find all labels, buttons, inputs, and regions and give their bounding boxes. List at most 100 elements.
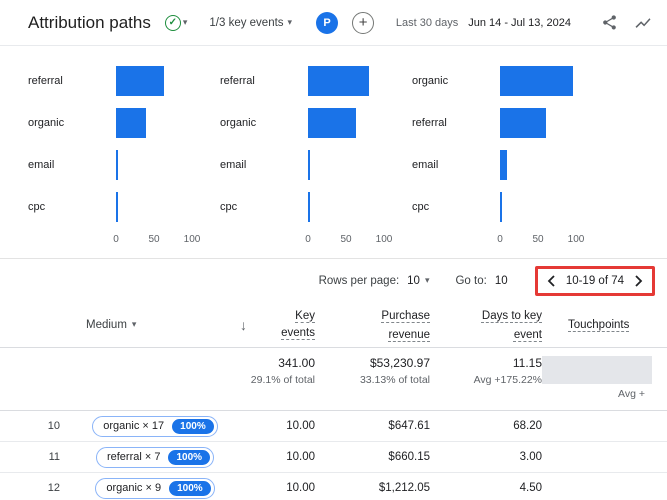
axis-tick: 50 <box>340 234 352 245</box>
chart-row: organic <box>220 102 384 144</box>
chevron-right-icon[interactable] <box>632 274 646 288</box>
chart-row: email <box>28 144 192 186</box>
summary-key-events-sub: 29.1% of total <box>250 374 315 386</box>
chevron-down-icon: ▾ <box>424 275 430 285</box>
sort-descending-icon[interactable]: ↓ <box>240 316 247 333</box>
bar-track <box>116 66 192 96</box>
key-events-value: 10.00 <box>286 420 315 432</box>
x-axis: 0 50 100 <box>497 234 584 248</box>
insights-icon[interactable] <box>633 13 653 33</box>
bar <box>308 150 311 180</box>
path-chip[interactable]: organic × 9 100% <box>95 477 215 499</box>
purchase-revenue-value: $1,212.05 <box>378 482 430 494</box>
date-preset-label: Last 30 days <box>395 16 459 29</box>
chevron-down-icon: ▾ <box>131 319 137 329</box>
summary-touchpoints: Avg + <box>542 356 667 400</box>
category-label: email <box>220 159 247 171</box>
bar-track <box>308 66 384 96</box>
percent-badge: 100% <box>169 480 211 496</box>
category-label: referral <box>412 117 447 129</box>
bar-track <box>500 150 576 180</box>
column-header-key-events[interactable]: Key events <box>281 309 315 339</box>
path-cell: organic × 9 100% <box>70 477 240 499</box>
chevron-down-icon: ▾ <box>182 17 188 27</box>
path-label: organic × 17 <box>103 420 165 432</box>
bar <box>116 150 119 180</box>
medium-column-dropdown[interactable]: Medium ▾ <box>70 319 240 331</box>
chevron-down-icon: ▾ <box>287 17 293 27</box>
share-icon[interactable] <box>599 13 619 33</box>
days-value: 68.20 <box>513 420 542 432</box>
table-row[interactable]: 10 organic × 17 100% 10.00 $647.61 68.20 <box>0 411 667 442</box>
touchpoints-column: Touchpoints <box>542 315 667 334</box>
table-summary-row: 341.00 29.1% of total $53,230.97 33.13% … <box>0 348 667 411</box>
table-row[interactable]: 11 referral × 7 100% 10.00 $660.15 3.00 <box>0 442 667 473</box>
bar <box>308 66 369 96</box>
days-value: 4.50 <box>519 482 542 494</box>
x-axis: 0 50 100 <box>305 234 392 248</box>
axis-tick: 100 <box>567 234 585 245</box>
column-header-days-to-key-event[interactable]: Days to key event <box>481 309 542 341</box>
axis-tick: 0 <box>497 234 503 245</box>
rows-per-page-label: Rows per page: <box>318 274 400 287</box>
rows-per-page-value: 10 <box>407 274 420 287</box>
table-row[interactable]: 12 organic × 9 100% 10.00 $1,212.05 4.50 <box>0 473 667 500</box>
summary-purchase-revenue: $53,230.97 33.13% of total <box>315 356 430 386</box>
axis-tick: 50 <box>532 234 544 245</box>
attribution-charts: referral organic email cpc 0 50 100 referral or… <box>0 46 667 248</box>
summary-purchase-revenue-value: $53,230.97 <box>369 356 430 370</box>
pagination-controls-annotation-box: 10-19 of 74 <box>534 265 655 296</box>
go-to-label: Go to: <box>455 274 487 287</box>
category-label: cpc <box>412 201 430 213</box>
purchase-revenue-value: $647.61 <box>388 420 430 432</box>
key-events-dropdown[interactable]: 1/3 key events ▾ <box>209 17 292 29</box>
category-label: referral <box>28 75 63 87</box>
go-to-input[interactable]: 10 <box>494 274 508 287</box>
axis-tick: 0 <box>113 234 119 245</box>
axis-tick: 0 <box>305 234 311 245</box>
key-events-column: ↓ Key events <box>240 308 315 341</box>
chevron-left-icon[interactable] <box>544 274 558 288</box>
category-label: cpc <box>220 201 238 213</box>
path-cell: referral × 7 100% <box>70 446 240 468</box>
key-event-status-dropdown[interactable]: ✓ ▾ <box>164 14 188 31</box>
percent-badge: 100% <box>172 418 214 434</box>
bar-track <box>116 150 192 180</box>
chart-row: organic <box>412 60 576 102</box>
bar-track <box>308 108 384 138</box>
category-label: organic <box>220 117 257 129</box>
chart-row: referral <box>28 60 192 102</box>
path-label: organic × 9 <box>106 482 162 494</box>
pagination-bar: Rows per page: 10 ▾ Go to: 10 10-19 of 7… <box>0 258 667 302</box>
category-label: organic <box>28 117 65 129</box>
chart-row: email <box>412 144 576 186</box>
attribution-table: Medium ▾ ↓ Key events Purchase revenue D… <box>0 302 667 500</box>
add-button[interactable]: + <box>352 11 375 34</box>
summary-touchpoints-sub: Avg + <box>618 388 645 400</box>
summary-purchase-revenue-sub: 33.13% of total <box>359 374 430 386</box>
bar-track <box>500 108 576 138</box>
bar <box>500 66 573 96</box>
row-index: 12 <box>47 482 60 494</box>
key-events-value: 10.00 <box>286 482 315 494</box>
path-chip[interactable]: organic × 17 100% <box>92 415 218 437</box>
chart-row: organic <box>28 102 192 144</box>
column-header-touchpoints[interactable]: Touchpoints <box>568 319 630 332</box>
medium-column-label: Medium <box>86 318 127 331</box>
bar <box>308 192 310 222</box>
avatar[interactable]: P <box>316 11 339 34</box>
row-index: 10 <box>47 420 60 432</box>
bar <box>116 108 146 138</box>
path-chip[interactable]: referral × 7 100% <box>95 446 215 468</box>
rows-per-page-select[interactable]: 10 ▾ <box>407 275 429 287</box>
bar <box>500 192 502 222</box>
summary-key-events-value: 341.00 <box>278 356 315 370</box>
bar-chart-2: referral organic email cpc 0 50 100 <box>220 60 392 248</box>
table-header-row: Medium ▾ ↓ Key events Purchase revenue D… <box>0 302 667 348</box>
date-range-picker[interactable]: Last 30 days Jun 14 - Jul 13, 2024 <box>396 17 571 29</box>
summary-key-events: 341.00 29.1% of total <box>240 356 315 386</box>
category-label: email <box>412 159 439 171</box>
column-header-purchase-revenue[interactable]: Purchase revenue <box>381 309 430 341</box>
bar-track <box>500 192 576 222</box>
bar-track <box>116 192 192 222</box>
